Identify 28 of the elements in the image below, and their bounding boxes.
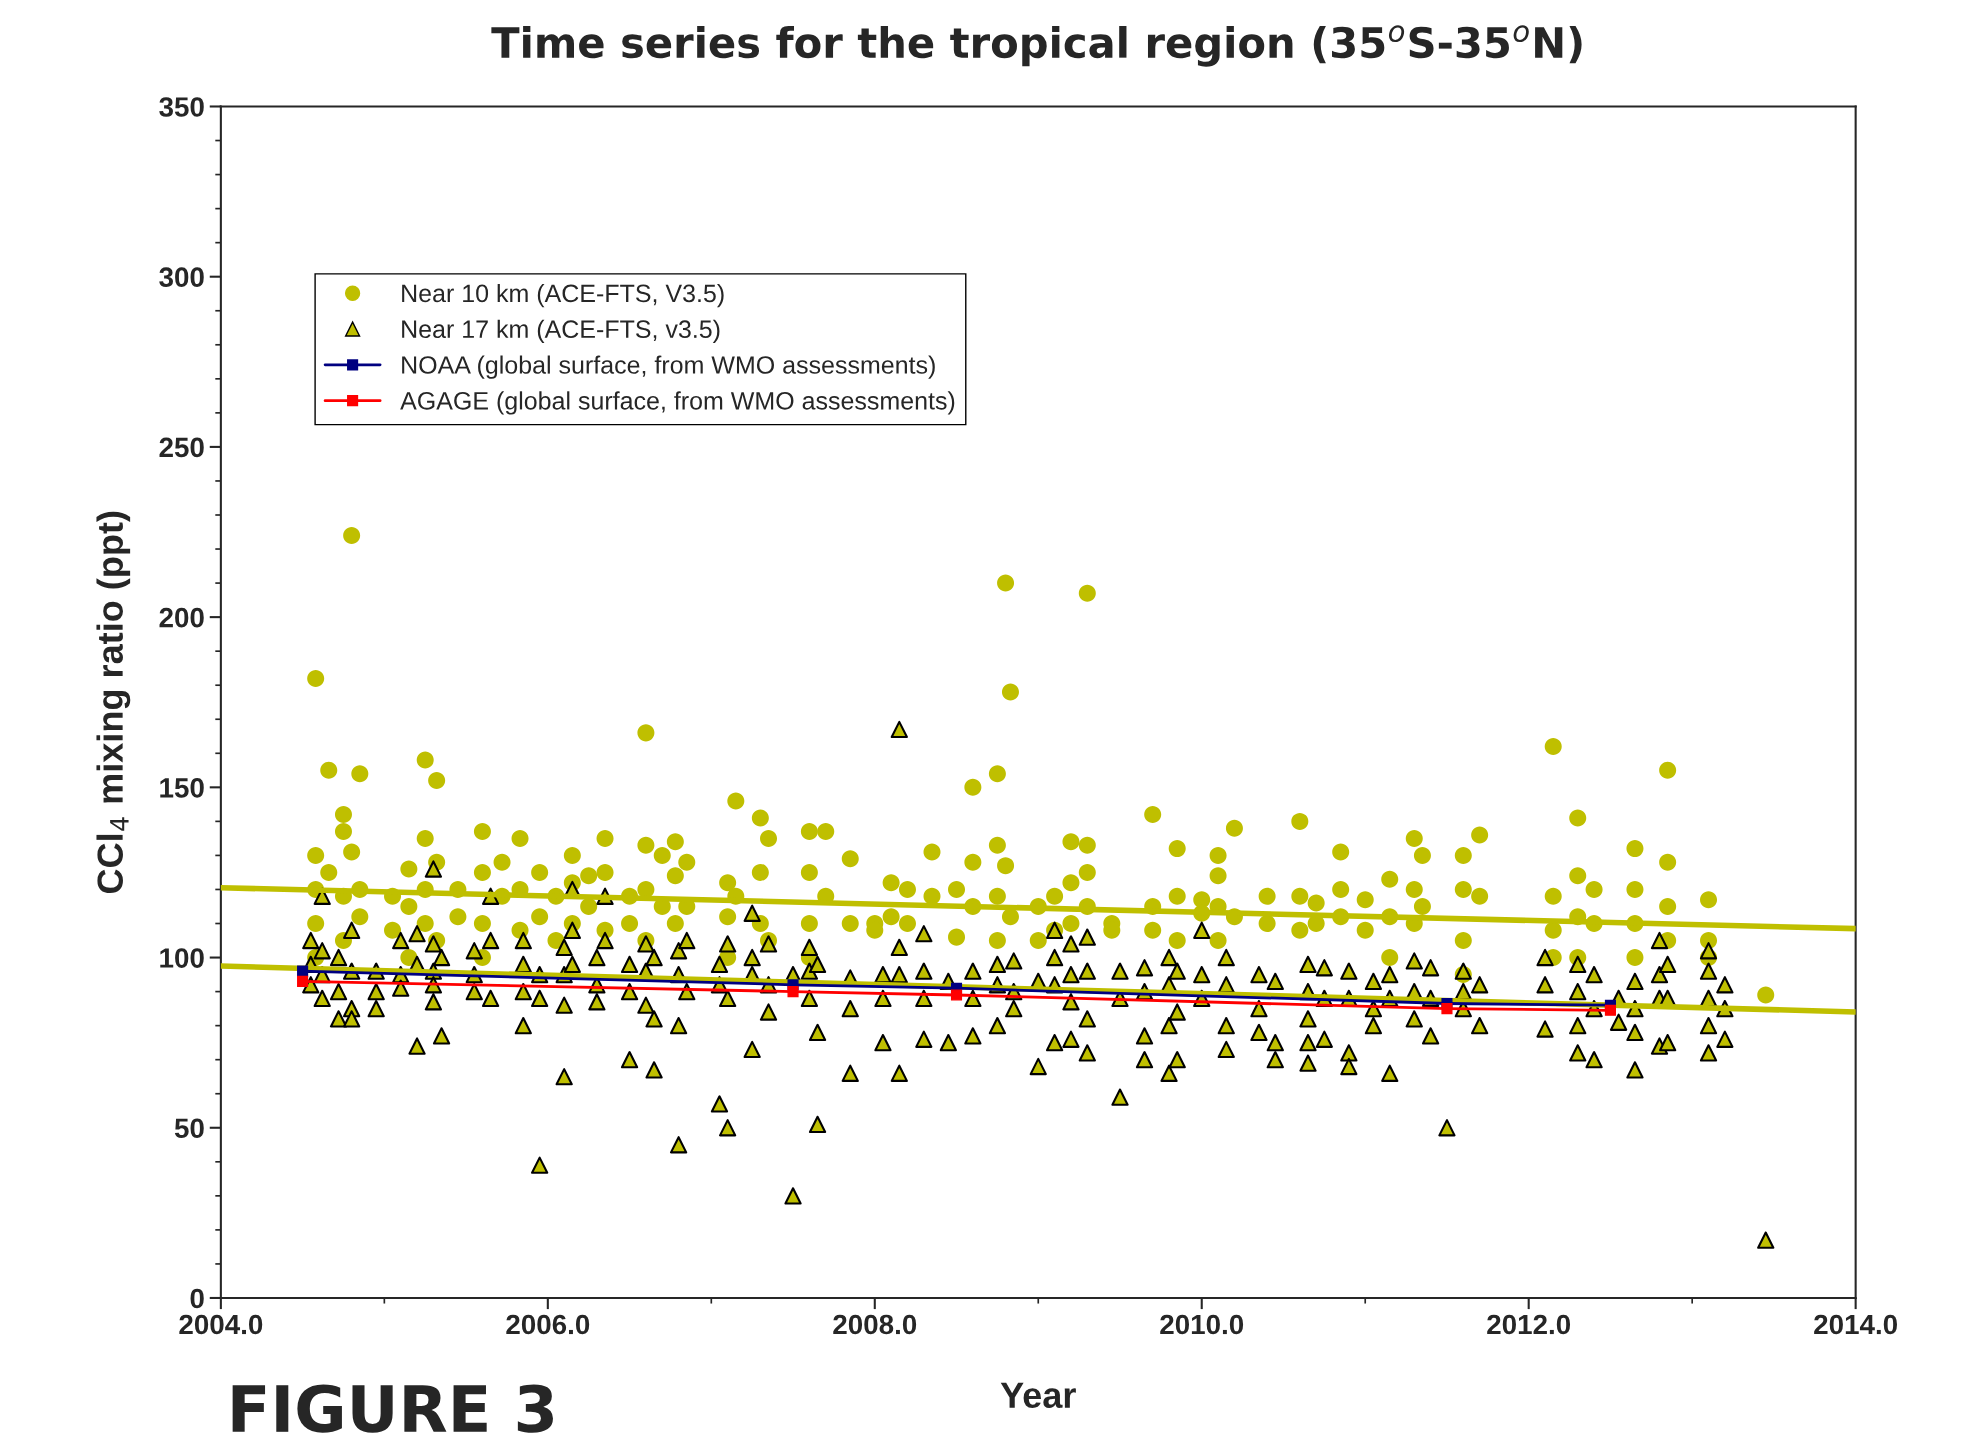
chart-title: Time series for the tropical region (35$^{o}$S-35$^{o}$N) [491,25,1582,67]
y-tick-label: 300 [159,267,204,288]
y-tick-label: 0 [190,1288,204,1309]
x-tick-label: 2004.0 [179,1314,263,1335]
x-tick-label: 2012.0 [1487,1314,1571,1335]
y-tick-label: 350 [159,97,204,117]
x-tick-label: 2014.0 [1814,1314,1897,1335]
y-tick-label: 100 [160,948,204,968]
y-tick-label: 150 [160,778,204,798]
caption: FIGURE 3 [232,1384,553,1433]
x-tick-label: 2008.0 [833,1314,917,1335]
legend-label: NOAA (global surface, from WMO assessments) [402,355,935,379]
y-tick-label: 50 [174,1118,204,1139]
legend-label: Near 17 km (ACE-FTS, v3.5) [402,319,720,343]
point [297,975,309,987]
y-tick-label: 200 [159,607,204,628]
y-axis-title: CCl$_{4}$ mixing ratio (ppt) [96,511,131,894]
legend-label: Near 10 km (ACE-FTS, V3.5) [402,283,724,308]
legend-label: AGAGE (global surface, from WMO assessments) [400,391,955,415]
point [1604,1004,1616,1016]
x-tick-label: 2010.0 [1160,1314,1244,1335]
point [787,986,799,998]
point [1441,1003,1453,1015]
x-axis-title: Year [1000,1382,1076,1409]
point [297,965,309,977]
x-tick-label: 2006.0 [506,1314,590,1335]
point [950,989,963,1001]
y-tick-label: 250 [159,437,204,458]
